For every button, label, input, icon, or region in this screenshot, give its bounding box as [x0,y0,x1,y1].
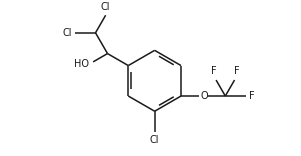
Text: F: F [211,66,217,76]
Text: O: O [200,91,208,101]
Text: Cl: Cl [62,28,72,38]
Text: F: F [234,66,239,76]
Text: F: F [249,91,255,101]
Text: HO: HO [74,59,89,69]
Text: Cl: Cl [150,135,160,145]
Text: Cl: Cl [101,2,110,12]
